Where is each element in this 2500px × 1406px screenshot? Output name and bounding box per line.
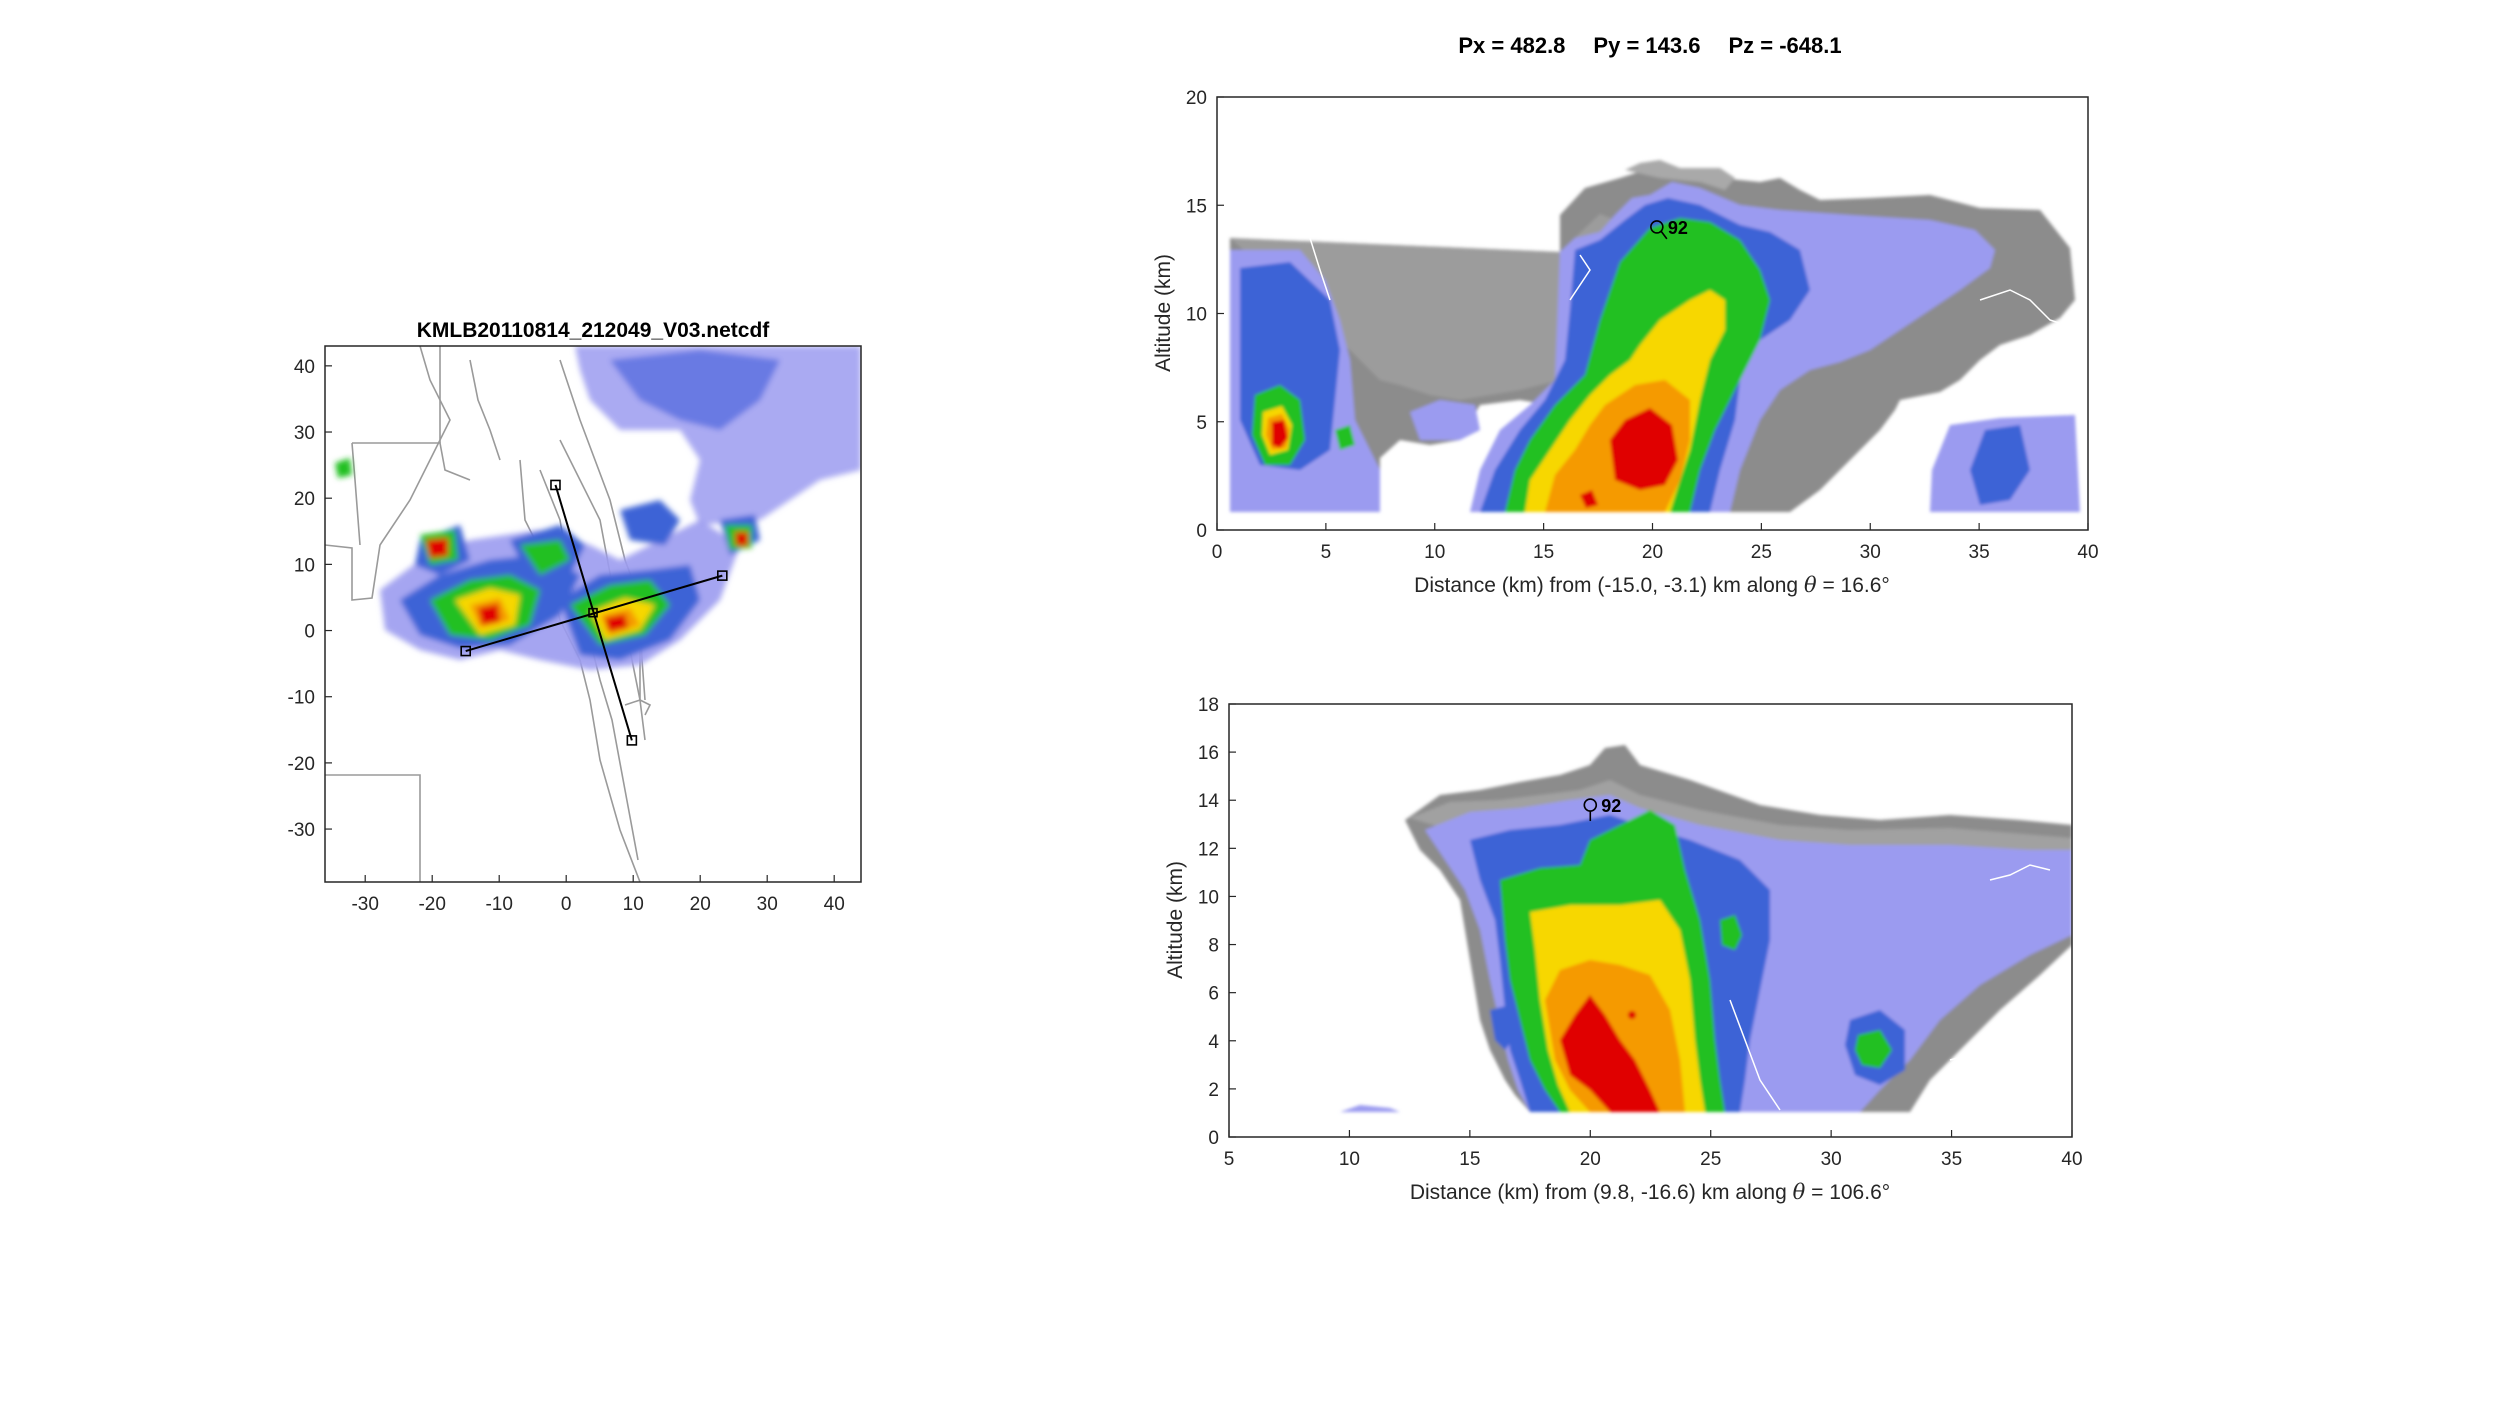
cross-section-2-xtick-label: 20 <box>1580 1149 1601 1170</box>
plan-view-ytick-label: -20 <box>288 754 315 775</box>
cross-section-1-xtick-label: 5 <box>1321 542 1332 563</box>
plan-view-xtick-label: 20 <box>690 894 711 915</box>
plan-view-xtick-label: 40 <box>824 894 845 915</box>
cross-section-2-xlabel-suffix: = 106.6° <box>1805 1181 1890 1204</box>
cross-section-1-ylabel: Altitude (km) <box>1152 254 1175 372</box>
cross-section-1-xtick-label: 20 <box>1642 542 1663 563</box>
reflectivity-field <box>335 346 861 670</box>
cross-section-2-ytick-label: 4 <box>1208 1032 1219 1053</box>
cross-section-2-xtick-label: 25 <box>1700 1149 1721 1170</box>
cross-section-2-xtick-label: 10 <box>1339 1149 1360 1170</box>
plan-view-xtick-label: -20 <box>418 894 445 915</box>
cross-section-2-ytick-label: 12 <box>1198 839 1219 860</box>
cross-section-1-end-marker[interactable] <box>717 570 728 581</box>
cross-section-1-marker[interactable]: 92 <box>1650 218 1688 240</box>
cross-section-1-theta: θ <box>1804 573 1817 597</box>
cross-section-lines <box>460 479 728 746</box>
cross-section-2-content <box>1340 745 2072 1112</box>
cross-section-2-ytick-label: 10 <box>1198 887 1219 908</box>
px-label: Px = <box>1458 33 1510 58</box>
plan-view-ytick-label: -10 <box>288 688 315 709</box>
plan-view-title: KMLB20110814_212049_V03.netcdf <box>417 319 771 342</box>
cross-section-1-ytick-label: 20 <box>1186 88 1207 109</box>
cross-section-2-marker[interactable]: 92 <box>1583 796 1621 822</box>
cross-section-2-start-marker[interactable] <box>550 479 561 491</box>
plan-view-panel: KMLB20110814_212049_V03.netcdf <box>288 319 862 915</box>
cross-section-1-content <box>1230 160 2081 512</box>
cross-section-2-line <box>554 484 633 741</box>
py-label: Py = <box>1593 33 1645 58</box>
cross-section-2-ytick-label: 14 <box>1198 791 1220 812</box>
cross-section-1-xtick-label: 10 <box>1424 542 1445 563</box>
cross-section-2-ytick-label: 16 <box>1198 743 1219 764</box>
cross-section-2-marker-label: 92 <box>1601 796 1621 816</box>
plan-view-ytick-label: 40 <box>294 357 315 378</box>
cross-section-1-ytick-label: 0 <box>1196 521 1207 542</box>
cross-section-2-ytick-label: 0 <box>1208 1128 1219 1149</box>
pz-label: Pz = <box>1728 33 1779 58</box>
cross-section-1-xtick-label: 15 <box>1533 542 1554 563</box>
plan-view-ytick-label: 30 <box>294 423 315 444</box>
cross-section-1-marker-label: 92 <box>1668 218 1688 238</box>
plan-view-xtick-label: 10 <box>623 894 644 915</box>
cross-section-1-ytick-label: 10 <box>1186 305 1207 326</box>
cross-section-2-xlabel: Distance (km) from (9.8, -16.6) km along… <box>1410 1180 1890 1204</box>
cross-section-2-ytick-label: 6 <box>1208 984 1219 1005</box>
cross-section-2-panel: 5 10 15 20 25 30 35 40 0 2 4 6 8 10 12 14 16 18 92 Distan… <box>1164 695 2083 1204</box>
cross-section-1-ytick-label: 15 <box>1186 196 1207 217</box>
plan-view-ytick-label: -30 <box>288 820 315 841</box>
py-value: 143.6 <box>1645 33 1700 58</box>
cross-section-1-xtick-label: 35 <box>1969 542 1990 563</box>
cross-section-2-edge-lines <box>1729 864 2051 1111</box>
cross-section-2-end-marker[interactable] <box>626 735 638 746</box>
cross-section-1-xlabel: Distance (km) from (-15.0, -3.1) km alon… <box>1414 573 1890 597</box>
cross-section-1-xtick-label: 0 <box>1212 542 1223 563</box>
plan-view-xtick-label: -10 <box>485 894 512 915</box>
plan-view-ytick-label: 20 <box>294 489 315 510</box>
cross-section-1-panel: 0 5 10 15 20 25 30 35 40 0 5 10 15 20 92 Distance (km… <box>1152 88 2099 597</box>
plan-view-ticks: -30 -20 -10 0 10 20 30 40 -30 -20 -10 0 10 20 30 40 <box>288 357 845 915</box>
cross-section-2-xtick-label: 15 <box>1459 1149 1480 1170</box>
cross-section-2-ylabel: Altitude (km) <box>1164 861 1187 979</box>
plan-view-xtick-label: 30 <box>757 894 778 915</box>
cross-section-2-ytick-label: 18 <box>1198 695 1219 716</box>
cross-section-1-edge-lines <box>1309 237 2081 331</box>
px-value: 482.8 <box>1510 33 1565 58</box>
marker-stem <box>1660 230 1668 240</box>
plan-view-ytick-label: 10 <box>294 555 315 576</box>
cross-section-1-xtick-label: 40 <box>2077 542 2098 563</box>
plan-view-content <box>325 346 861 882</box>
marker-circle-icon <box>1650 220 1664 234</box>
plan-view-axes-box <box>324 345 862 883</box>
cross-section-1-ticks: 0 5 10 15 20 25 30 35 40 0 5 10 15 20 <box>1186 88 2099 563</box>
cross-section-1-start-marker[interactable] <box>460 645 472 657</box>
plan-view-ytick-label: 0 <box>304 622 315 643</box>
cross-section-2-xtick-label: 30 <box>1821 1149 1842 1170</box>
plan-view-xtick-label: -30 <box>351 894 378 915</box>
cross-section-2-ticks: 5 10 15 20 25 30 35 40 0 2 4 6 8 10 12 14 16 18 <box>1198 695 2083 1170</box>
intersection-marker[interactable] <box>588 607 598 618</box>
cross-section-2-theta: θ <box>1793 1180 1806 1204</box>
plan-view-xtick-label: 0 <box>561 894 572 915</box>
cross-section-2-axes-box <box>1228 703 2073 1138</box>
cross-section-2-ytick-label: 8 <box>1208 936 1219 957</box>
cross-section-2-xtick-label: 40 <box>2061 1149 2082 1170</box>
cross-section-1-xlabel-suffix: = 16.6° <box>1817 574 1890 597</box>
cross-section-1-ytick-label: 5 <box>1196 413 1207 434</box>
cross-section-2-xtick-label: 5 <box>1224 1149 1235 1170</box>
pz-value: -648.1 <box>1779 33 1841 58</box>
cross-section-1-xtick-label: 25 <box>1751 542 1772 563</box>
cross-section-2-ytick-label: 2 <box>1208 1080 1219 1101</box>
pointer-readout: Px = 482.8 Py = 143.6 Pz = -648.1 <box>1458 33 1841 58</box>
cross-section-2-xlabel-prefix: Distance (km) from (9.8, -16.6) km along <box>1410 1181 1793 1204</box>
cross-section-1-xtick-label: 30 <box>1860 542 1881 563</box>
cross-section-2-xtick-label: 35 <box>1941 1149 1962 1170</box>
cross-section-1-xlabel-prefix: Distance (km) from (-15.0, -3.1) km alon… <box>1414 574 1804 597</box>
